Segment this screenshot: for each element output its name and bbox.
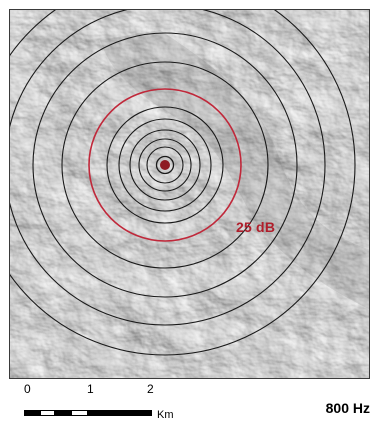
scale-bar: 0 1 2 Km 800 Hz	[0, 380, 374, 428]
contour-line	[106, 106, 224, 224]
terrain-shadow-band	[100, 30, 369, 310]
contour-25db-highlight	[88, 88, 242, 242]
contour-line	[61, 61, 269, 269]
scale-segment	[40, 410, 55, 416]
contour-line	[129, 129, 201, 201]
source-marker	[160, 160, 170, 170]
terrain-ridge-texture	[10, 10, 369, 378]
scale-segment	[71, 410, 88, 416]
contour-line	[146, 146, 184, 184]
hillshade-map: 25 dB	[10, 10, 369, 378]
contour-label-25db: 25 dB	[236, 219, 275, 235]
scale-segment	[24, 410, 40, 416]
scale-segment	[88, 410, 152, 416]
source-marker-ring	[155, 155, 175, 175]
scale-tick-label: 1	[87, 382, 94, 396]
frequency-label: 800 Hz	[325, 400, 370, 416]
contour-line	[10, 10, 326, 326]
contour-line	[10, 10, 356, 356]
contour-line	[32, 32, 298, 298]
scale-segment	[55, 410, 71, 416]
contour-line	[118, 118, 212, 212]
scale-tick-label: 0	[24, 382, 31, 396]
sound-contours	[10, 10, 356, 356]
map-panel: 25 dB	[9, 9, 370, 379]
contour-line	[138, 138, 192, 192]
scale-tick-label: 2	[147, 382, 154, 396]
scale-unit-label: Km	[157, 409, 174, 421]
